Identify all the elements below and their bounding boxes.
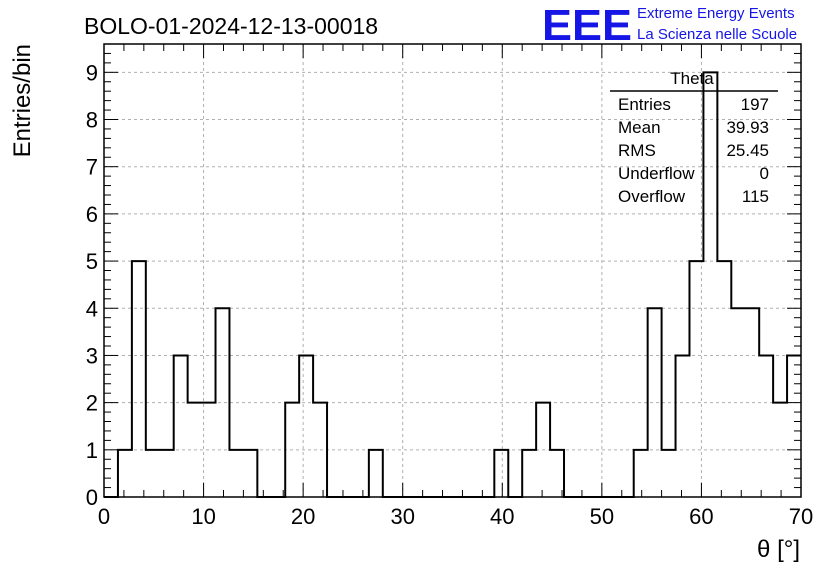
axis-ticks — [103, 43, 802, 498]
x-tick-label: 50 — [590, 504, 614, 529]
y-tick-label: 6 — [86, 202, 98, 227]
y-tick-label: 5 — [86, 249, 98, 274]
y-tick-labels: 0 1 2 3 4 5 6 7 8 9 — [86, 60, 98, 510]
stats-value: 115 — [742, 187, 769, 206]
stats-title: Theta — [670, 69, 714, 88]
y-tick-label: 1 — [86, 438, 98, 463]
stats-label: Underflow — [618, 164, 695, 183]
stats-value: 25.45 — [726, 141, 769, 160]
x-tick-label: 30 — [390, 504, 414, 529]
run-title: BOLO-01-2024-12-13-00018 — [84, 13, 378, 39]
grid-lines — [104, 44, 801, 497]
x-tick-label: 20 — [291, 504, 315, 529]
x-tick-label: 10 — [191, 504, 215, 529]
stats-box: Theta Entries 197 Mean 39.93 RMS 25.45 Underfl… — [610, 69, 778, 206]
x-tick-label: 40 — [490, 504, 514, 529]
y-axis-label: Entries/bin — [9, 44, 36, 157]
y-tick-label: 2 — [86, 391, 98, 416]
stats-label: Mean — [618, 118, 661, 137]
x-tick-label: 70 — [789, 504, 813, 529]
logo-line-2: La Scienza nelle Scuole — [637, 26, 797, 43]
y-tick-label: 8 — [86, 108, 98, 133]
x-tick-label: 0 — [98, 504, 110, 529]
stats-value: 0 — [760, 164, 769, 183]
stats-rows: Entries 197 Mean 39.93 RMS 25.45 Underflow 0 Ove… — [618, 95, 769, 206]
x-tick-labels: 0 10 20 30 40 50 60 70 — [98, 504, 813, 529]
y-tick-label: 0 — [86, 485, 98, 510]
stats-value: 39.93 — [726, 118, 769, 137]
x-axis-label: θ [°] — [757, 536, 800, 563]
eee-logo: EEE — [542, 1, 632, 50]
y-tick-label: 9 — [86, 60, 98, 85]
logo-line-1: Extreme Energy Events — [637, 5, 795, 22]
stats-label: Overflow — [618, 187, 686, 206]
stats-label: Entries — [618, 95, 671, 114]
plot-frame — [103, 43, 802, 498]
stats-value: 197 — [741, 95, 769, 114]
y-tick-label: 4 — [86, 296, 98, 321]
y-tick-label: 7 — [86, 155, 98, 180]
stats-label: RMS — [618, 141, 656, 160]
histogram-line — [104, 71, 801, 498]
y-tick-label: 3 — [86, 343, 98, 368]
x-tick-label: 60 — [689, 504, 713, 529]
